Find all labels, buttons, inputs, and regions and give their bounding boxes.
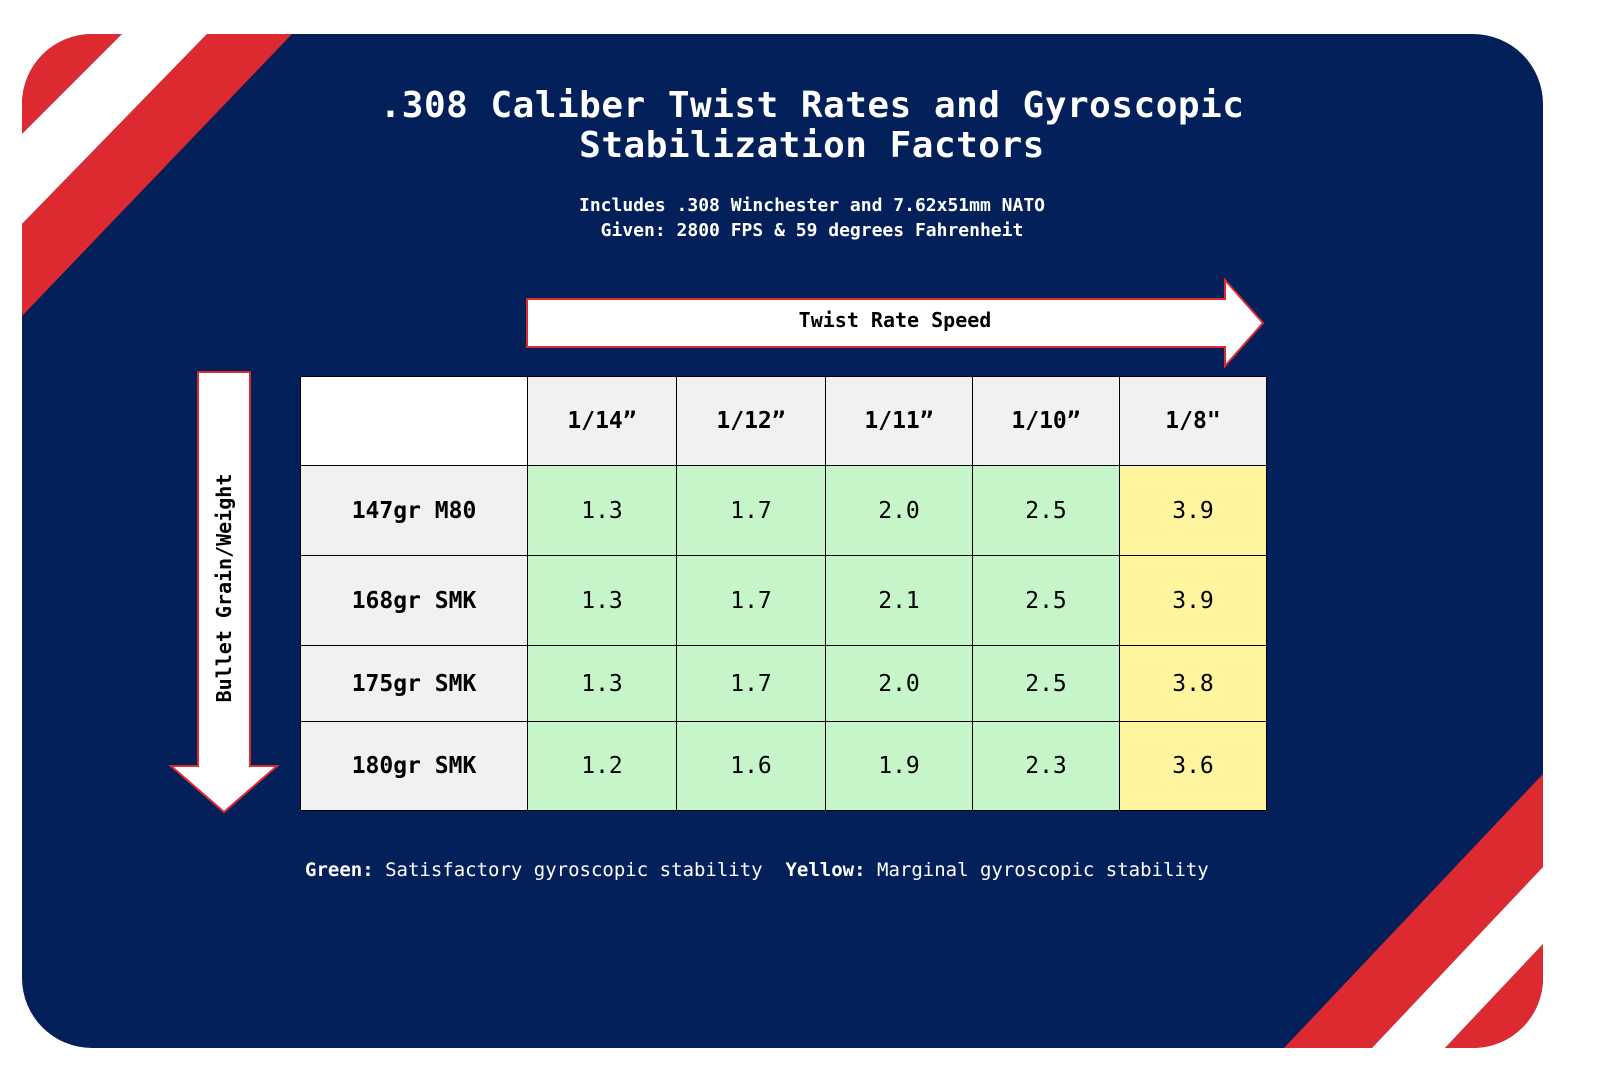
subtitle-line-2: Given: 2800 FPS & 59 degrees Fahrenheit [600, 220, 1024, 241]
twist-rate-arrow [526, 277, 1265, 369]
table-row: 147gr M80 1.3 1.7 2.0 2.5 3.9 [300, 465, 1267, 556]
legend-green-key: Green: [305, 859, 374, 881]
table-row: 175gr SMK 1.3 1.7 2.0 2.5 3.8 [300, 645, 1267, 722]
legend-yellow-key: Yellow: [785, 859, 866, 881]
decorative-stripes [22, 34, 1543, 1048]
column-header: 1/11” [825, 376, 973, 466]
twist-rate-arrow-label: Twist Rate Speed [798, 308, 992, 332]
legend-yellow-text: Marginal gyroscopic stability [877, 859, 1209, 881]
stripe-red-bottom [1284, 774, 1543, 1048]
title-line-1: .308 Caliber Twist Rates and Gyroscopic [379, 85, 1245, 126]
row-label: 147gr M80 [300, 465, 528, 556]
value-cell: 2.5 [972, 465, 1120, 556]
value-cell: 2.0 [825, 645, 973, 722]
column-header: 1/10” [972, 376, 1120, 466]
value-cell: 3.8 [1119, 645, 1267, 722]
stabilization-table: 1/14” 1/12” 1/11” 1/10” 1/8" 147gr M80 1… [300, 376, 1267, 811]
value-cell: 3.9 [1119, 465, 1267, 556]
title-line-2: Stabilization Factors [579, 125, 1045, 166]
value-cell: 1.2 [527, 721, 677, 811]
value-cell: 2.3 [972, 721, 1120, 811]
column-header: 1/12” [676, 376, 826, 466]
value-cell: 2.0 [825, 465, 973, 556]
value-cell: 1.3 [527, 645, 677, 722]
value-cell: 2.5 [972, 555, 1120, 646]
value-cell: 1.9 [825, 721, 973, 811]
value-cell: 2.1 [825, 555, 973, 646]
value-cell: 1.3 [527, 555, 677, 646]
legend: Green: Satisfactory gyroscopic stability… [305, 859, 1209, 881]
subtitle-line-1: Includes .308 Winchester and 7.62x51mm N… [579, 195, 1045, 216]
column-header: 1/8" [1119, 376, 1267, 466]
row-label: 180gr SMK [300, 721, 528, 811]
table-row: 180gr SMK 1.2 1.6 1.9 2.3 3.6 [300, 721, 1267, 811]
table-row: 168gr SMK 1.3 1.7 2.1 2.5 3.9 [300, 555, 1267, 646]
value-cell: 1.7 [676, 465, 826, 556]
value-cell: 1.3 [527, 465, 677, 556]
value-cell: 3.6 [1119, 721, 1267, 811]
row-label: 175gr SMK [300, 645, 528, 722]
stripe-red-top [22, 34, 292, 316]
stripe-white-bottom [1372, 867, 1543, 1048]
table-header-row: 1/14” 1/12” 1/11” 1/10” 1/8" [300, 376, 1267, 466]
column-header: 1/14” [527, 376, 677, 466]
page-title: .308 Caliber Twist Rates and Gyroscopic … [22, 86, 1543, 166]
stripe-red-bottom-outer [1445, 944, 1543, 1048]
row-label: 168gr SMK [300, 555, 528, 646]
infographic-card: .308 Caliber Twist Rates and Gyroscopic … [22, 34, 1543, 1048]
table-corner-cell [300, 376, 528, 466]
value-cell: 2.5 [972, 645, 1120, 722]
value-cell: 1.6 [676, 721, 826, 811]
legend-green-text: Satisfactory gyroscopic stability [385, 859, 763, 881]
value-cell: 3.9 [1119, 555, 1267, 646]
value-cell: 1.7 [676, 555, 826, 646]
value-cell: 1.7 [676, 645, 826, 722]
bullet-weight-arrow [168, 371, 280, 814]
bullet-weight-arrow-label: Bullet Grain/Weight [212, 473, 236, 703]
